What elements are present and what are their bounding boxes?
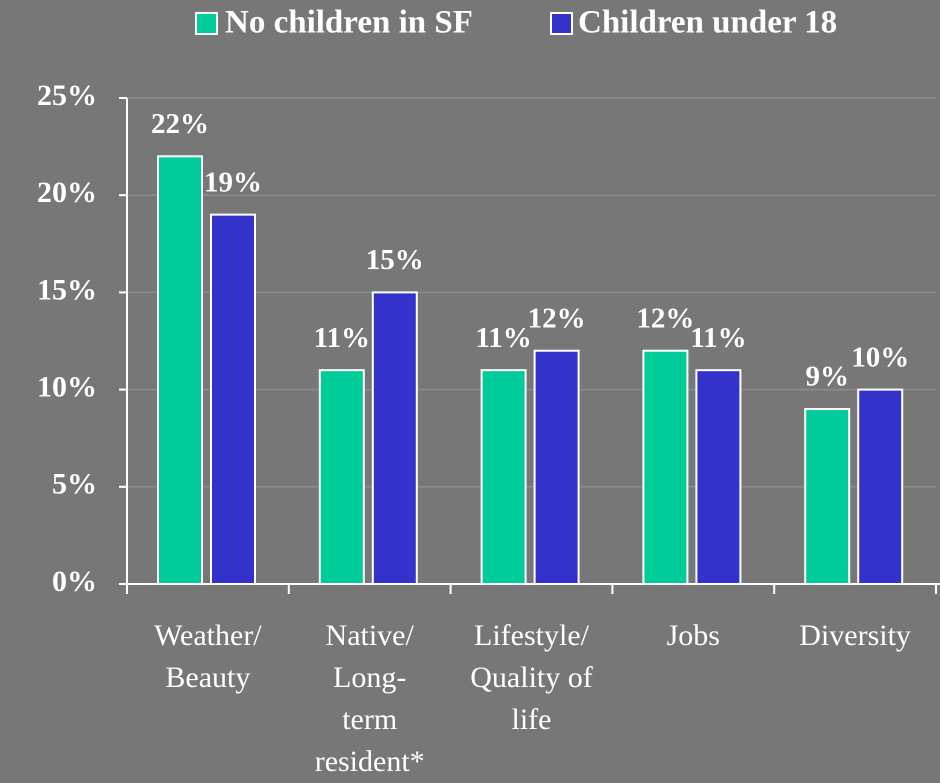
value-label: 12% xyxy=(528,302,586,334)
legend-swatch xyxy=(195,12,218,35)
legend-swatch xyxy=(550,12,573,35)
bar xyxy=(157,155,203,585)
value-label: 15% xyxy=(366,244,424,276)
value-label: 22% xyxy=(151,108,209,140)
y-tick-label: 20% xyxy=(37,176,97,209)
bar xyxy=(210,213,256,585)
x-tick-label: Jobs xyxy=(666,619,720,652)
bar xyxy=(642,349,689,585)
value-label: 11% xyxy=(690,322,746,354)
x-tick-label: Native/ Long- term resident* xyxy=(314,619,425,778)
value-label: 9% xyxy=(805,361,849,393)
value-label: 19% xyxy=(204,166,262,198)
bar xyxy=(857,388,904,585)
value-label: 11% xyxy=(475,322,531,354)
bar xyxy=(318,369,365,585)
x-tick-label: Diversity xyxy=(799,619,911,652)
x-tick-label: Weather/ Beauty xyxy=(154,619,262,694)
value-label: 10% xyxy=(851,341,909,373)
bar xyxy=(480,369,527,585)
y-tick-label: 15% xyxy=(37,273,97,306)
y-tick-label: 5% xyxy=(52,468,97,501)
legend-label: Children under 18 xyxy=(578,5,837,41)
y-tick-label: 25% xyxy=(37,79,97,112)
y-tick-label: 10% xyxy=(37,370,97,403)
value-label: 11% xyxy=(314,322,370,354)
bar xyxy=(804,408,851,586)
x-tick-label: Lifestyle/ Quality of life xyxy=(470,619,593,736)
value-label: 12% xyxy=(636,302,694,334)
bar xyxy=(371,291,418,585)
bar xyxy=(695,369,742,585)
bar xyxy=(533,349,580,585)
y-tick-label: 0% xyxy=(52,565,97,598)
legend-label: No children in SF xyxy=(225,5,473,41)
